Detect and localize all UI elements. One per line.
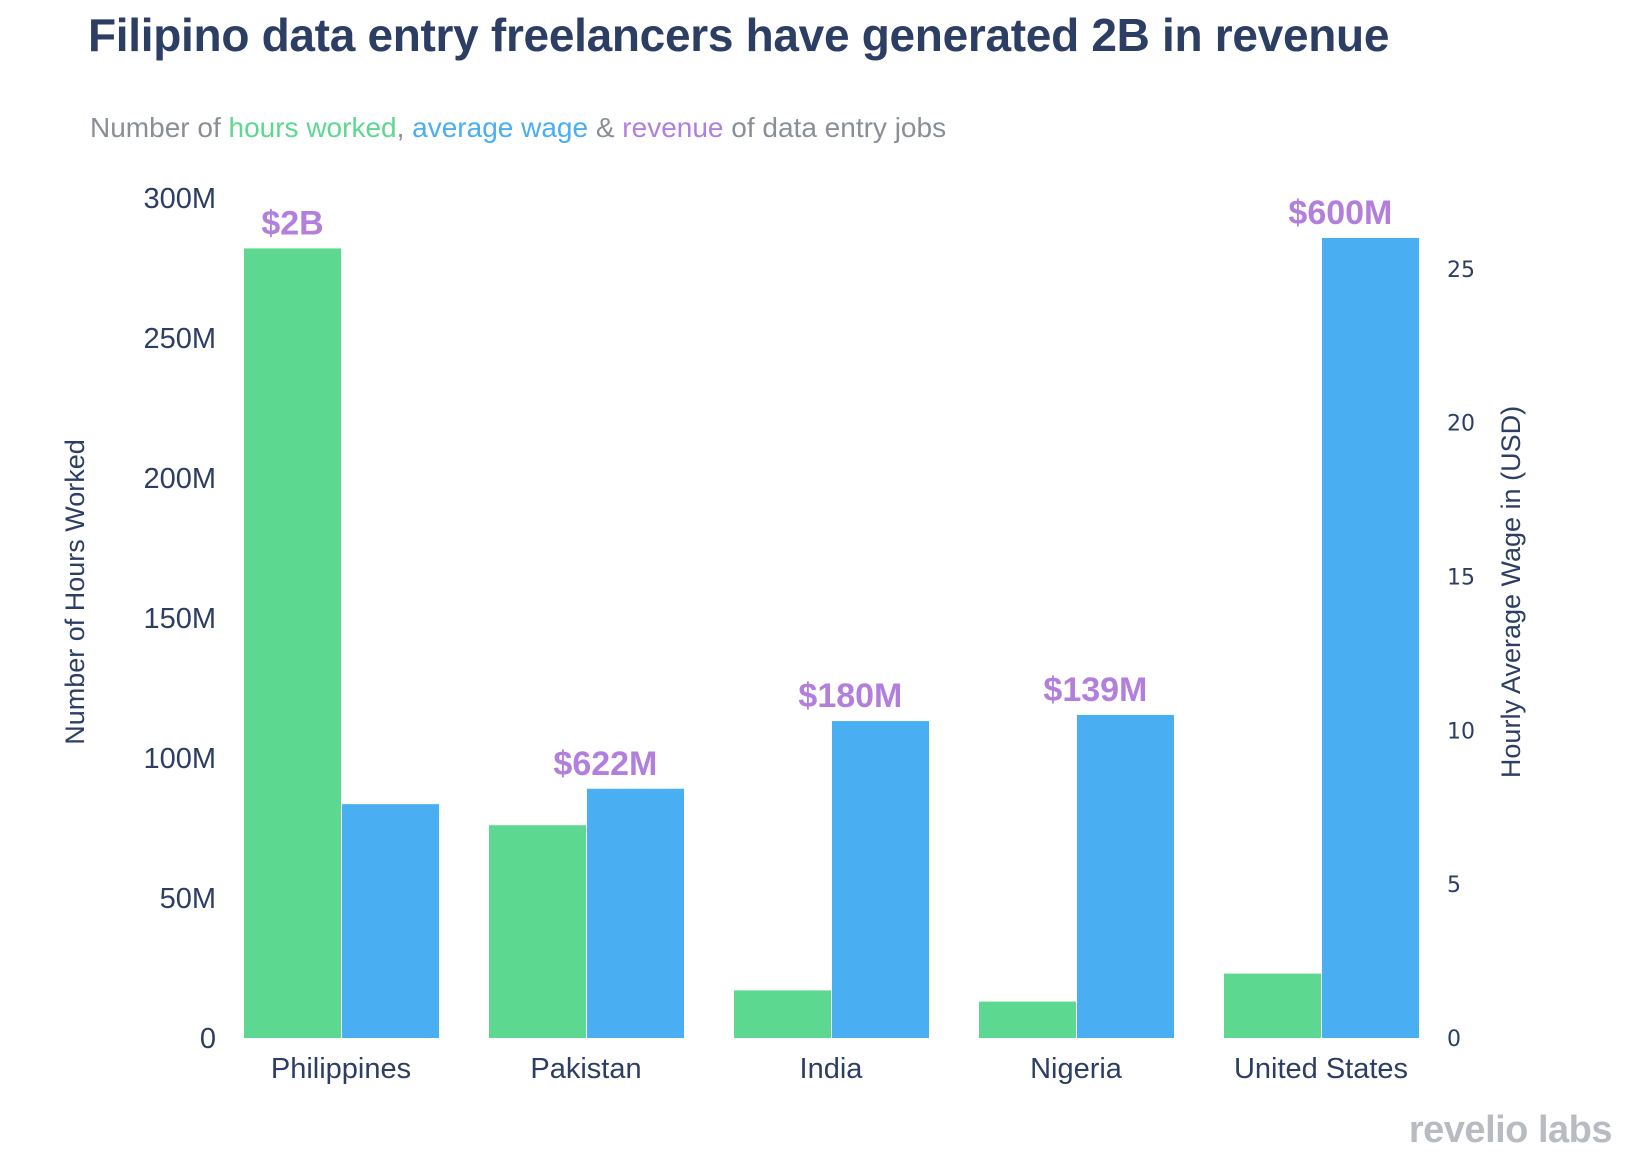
left-axis-ticks: 0 50M 100M 150M 200M 250M 300M [143,183,216,1055]
bar-wage-nigeria [1077,714,1174,1038]
category-label: Philippines [271,1053,411,1085]
right-tick-label: 10 [1447,719,1475,744]
category-label: Nigeria [1030,1053,1123,1085]
left-tick-label: 300M [143,183,216,215]
left-tick-label: 250M [143,323,216,355]
revenue-label: $600M [1288,194,1392,232]
subtitle-wage: average wage [412,112,589,143]
revenue-label: $622M [553,745,657,783]
right-axis-ticks: 0 5 10 15 20 25 [1447,258,1475,1052]
bar-wage-india [832,721,929,1038]
right-tick-label: 0 [1447,1027,1461,1052]
subtitle-sep2: & [588,112,623,143]
subtitle-revenue: revenue [622,112,724,143]
bars [244,238,1419,1038]
subtitle-hours: hours worked [228,112,397,143]
subtitle-sep1: , [396,112,413,143]
bar-wage-united-states [1322,238,1419,1038]
category-label: India [800,1053,864,1085]
y-axis-title-right: Hourly Average Wage in (USD) [1496,406,1526,778]
chart-title: Filipino data entry freelancers have gen… [88,9,1390,61]
left-tick-label: 0 [200,1023,216,1055]
right-tick-label: 20 [1447,412,1475,437]
revenue-labels: $2B $622M $180M $139M $600M [261,194,1392,783]
bar-hours-nigeria [979,1001,1076,1038]
right-tick-label: 25 [1447,258,1475,283]
left-tick-label: 200M [143,463,216,495]
subtitle-suffix: of data entry jobs [723,112,947,143]
bar-wage-philippines [342,804,439,1038]
right-tick-label: 15 [1447,565,1475,590]
y-axis-title-left: Number of Hours Worked [60,439,90,745]
bar-hours-philippines [244,248,341,1038]
revenue-label: $180M [798,677,902,715]
bar-hours-india [734,990,831,1038]
category-label: Pakistan [530,1053,641,1085]
revenue-label: $139M [1043,671,1147,709]
left-tick-label: 50M [160,883,216,915]
revelio-labs-logo: revelio labs [1408,1109,1613,1151]
category-label: United States [1234,1053,1408,1085]
left-tick-label: 100M [143,743,216,775]
category-labels: Philippines Pakistan India Nigeria United St… [271,1053,1408,1085]
left-tick-label: 150M [143,603,216,635]
subtitle-prefix: Number of [90,112,229,143]
chart-subtitle: Number of hours worked, average wage & r… [90,112,946,144]
bar-wage-pakistan [587,788,684,1038]
bar-hours-pakistan [489,825,586,1038]
revenue-label: $2B [261,204,323,242]
bar-hours-united-states [1224,973,1321,1038]
right-tick-label: 5 [1447,873,1461,898]
